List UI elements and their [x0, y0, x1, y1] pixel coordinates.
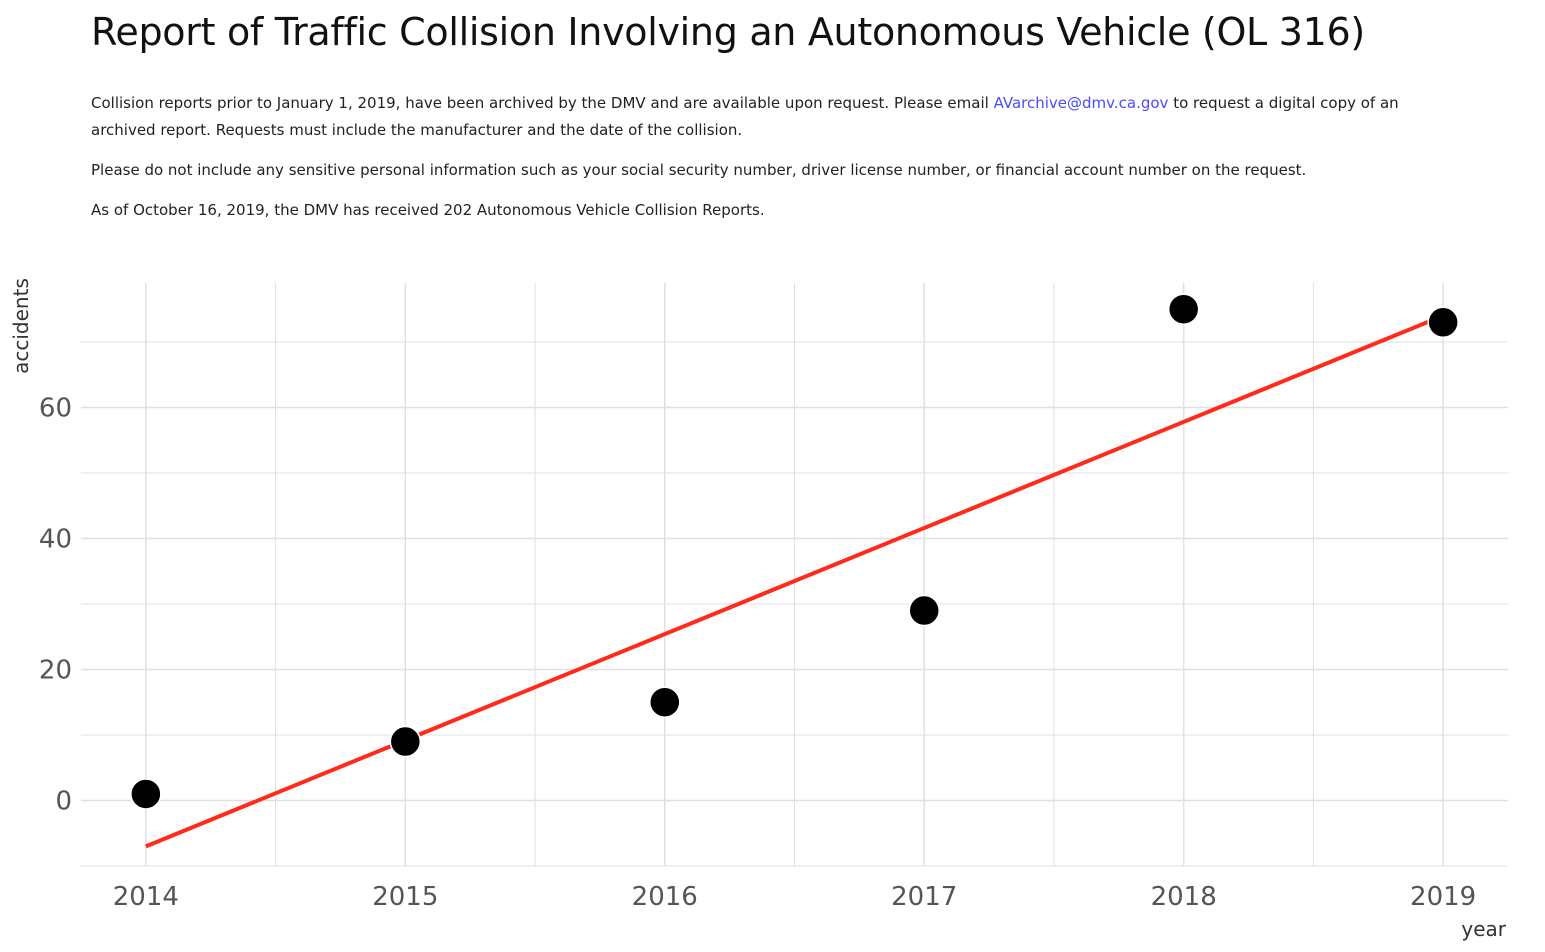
page-title: Report of Traffic Collision Involving an… [91, 10, 1365, 54]
x-tick-label: 2019 [1410, 882, 1476, 912]
x-tick-label: 2015 [372, 882, 438, 912]
y-tick-labels: 0 20 40 60 [39, 393, 72, 816]
trend-line [145, 313, 1444, 849]
archive-notice-text-end: to request a digital copy of an archived… [91, 94, 1399, 139]
archive-notice-text-start: Collision reports prior to January 1, 20… [91, 94, 994, 112]
x-axis-label: year [1461, 917, 1506, 941]
y-axis-label: accidents [9, 278, 33, 374]
x-tick-label: 2017 [891, 882, 957, 912]
y-tick-label: 40 [39, 524, 72, 554]
archive-email-link[interactable]: AVarchive@dmv.ca.gov [993, 94, 1169, 112]
x-tick-label: 2018 [1151, 882, 1217, 912]
y-tick-label: 20 [39, 655, 72, 685]
data-point [908, 594, 940, 627]
trend-line-layer [145, 313, 1444, 849]
report-count-notice: As of October 16, 2019, the DMV has rece… [91, 201, 765, 219]
grid-minor [81, 283, 1508, 867]
grid-major [81, 283, 1508, 866]
archive-notice: Collision reports prior to January 1, 20… [91, 90, 1431, 144]
page-header: Report of Traffic Collision Involving an… [91, 0, 1451, 224]
y-tick-label: 0 [55, 786, 72, 816]
data-point [1427, 306, 1459, 339]
data-point [130, 778, 162, 810]
data-point [649, 686, 681, 718]
data-points [130, 293, 1459, 810]
y-tick-label: 60 [39, 393, 72, 423]
x-tick-label: 2014 [113, 882, 179, 912]
privacy-notice: Please do not include any sensitive pers… [91, 161, 1307, 179]
data-point [389, 725, 422, 758]
x-tick-labels: 2014 2015 2016 2017 2018 2019 [113, 882, 1476, 912]
data-point [1167, 293, 1200, 325]
x-tick-label: 2016 [632, 882, 698, 912]
